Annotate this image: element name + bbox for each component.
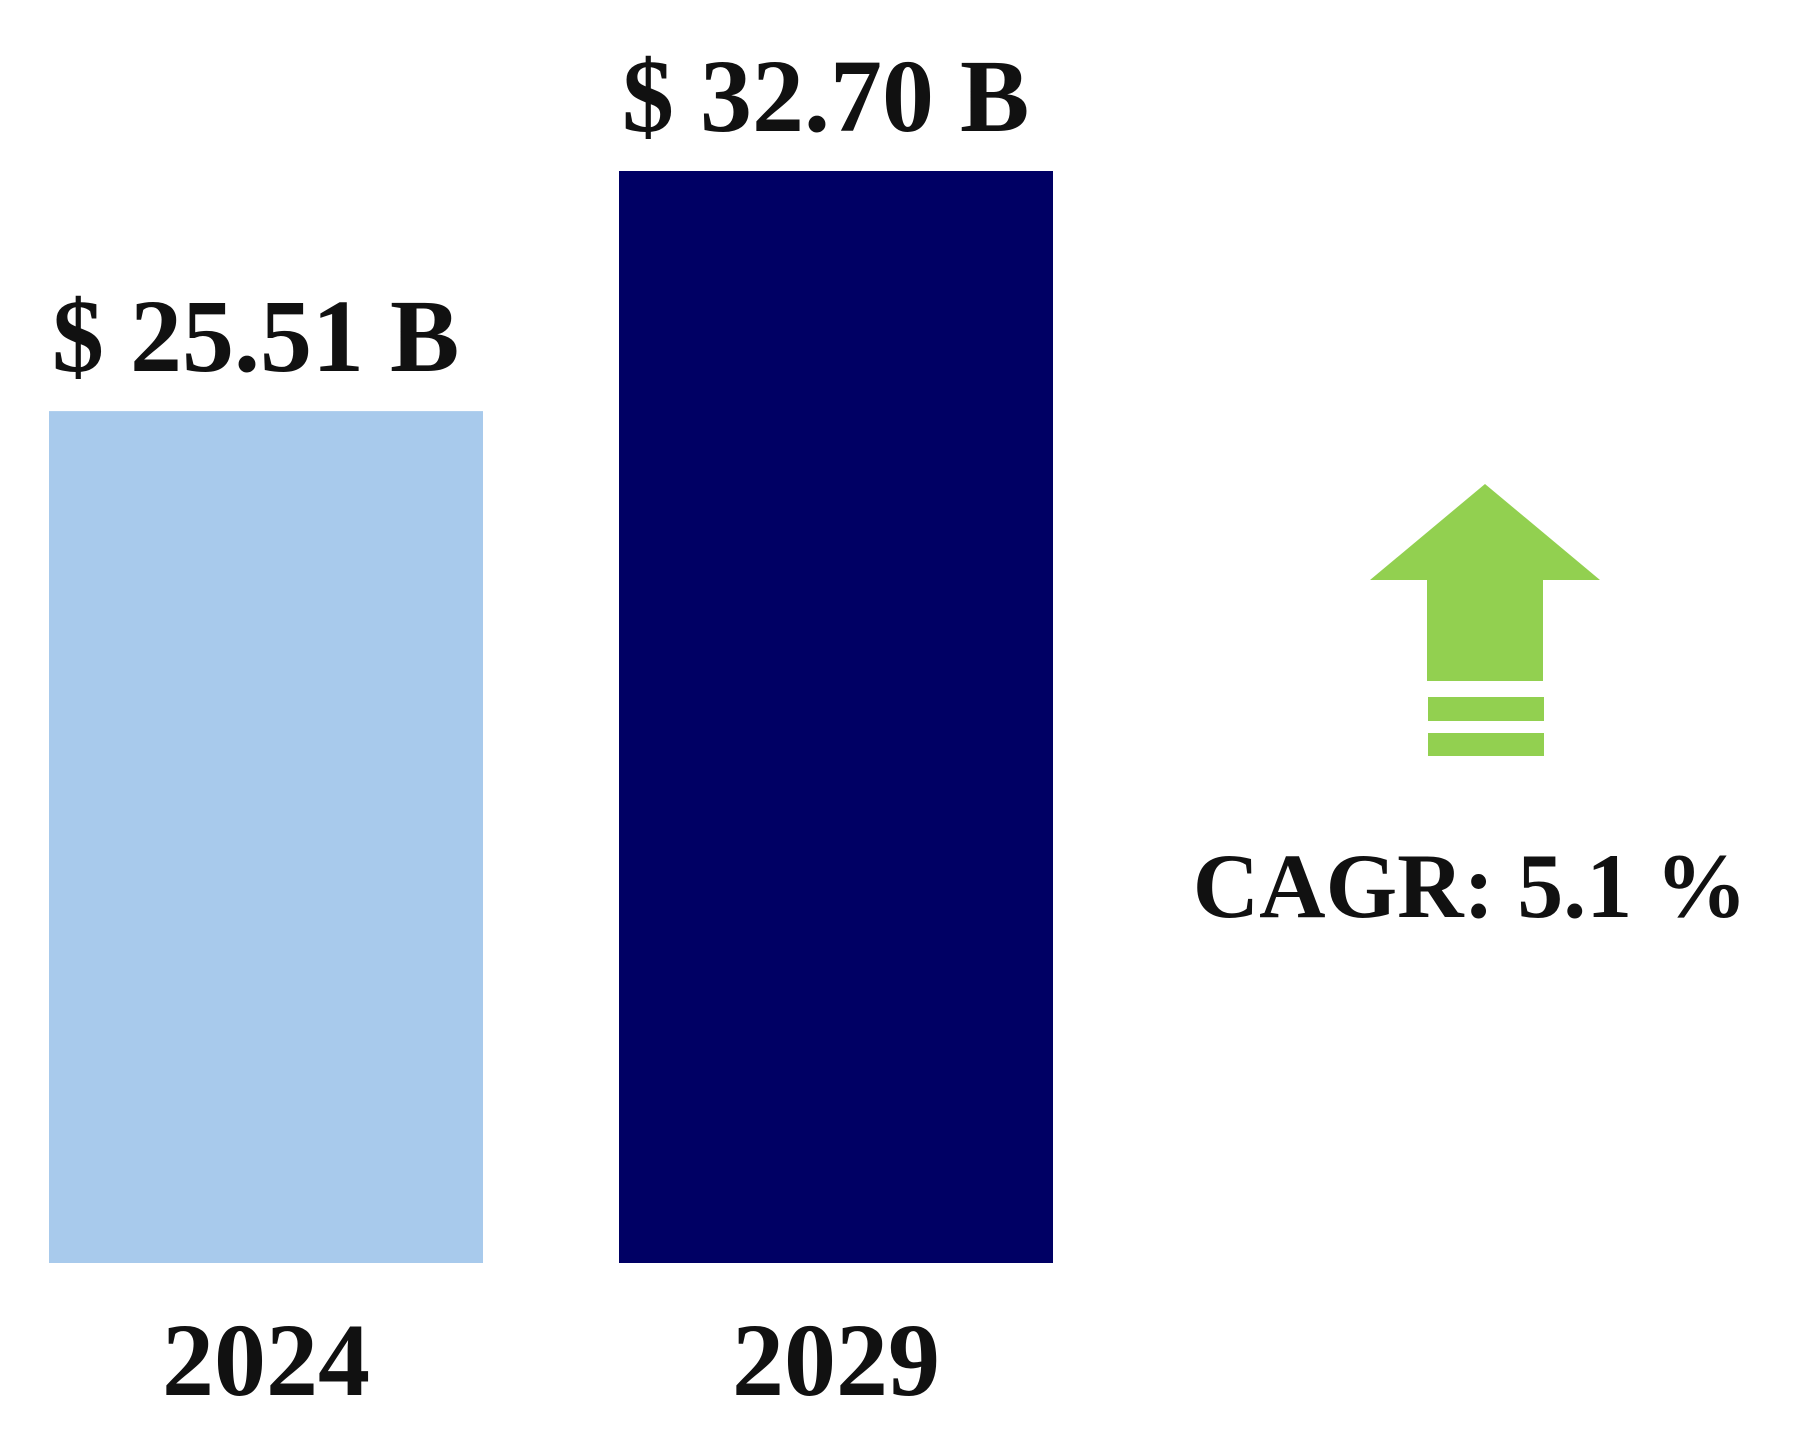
bar-value-label: $ 32.70 B (622, 39, 1029, 154)
category-label: 2024 (162, 1303, 370, 1418)
bar-value-label: $ 25.51 B (52, 279, 459, 394)
cagr-label: CAGR: 5.1 % (1193, 835, 1748, 937)
bar-2029 (619, 171, 1053, 1263)
bar-2024 (49, 411, 483, 1263)
arrow-line-1 (1428, 697, 1544, 721)
up-arrow-icon (1370, 484, 1600, 756)
up-arrow-shaft (1427, 579, 1543, 681)
bars-layer: $ 25.51 B 2024 $ 32.70 B 2029 (49, 39, 1053, 1418)
arrow-line-2 (1428, 733, 1544, 756)
category-label: 2029 (732, 1303, 940, 1418)
up-arrow-head (1370, 484, 1600, 580)
cagr-indicator: CAGR: 5.1 % (1193, 484, 1748, 937)
